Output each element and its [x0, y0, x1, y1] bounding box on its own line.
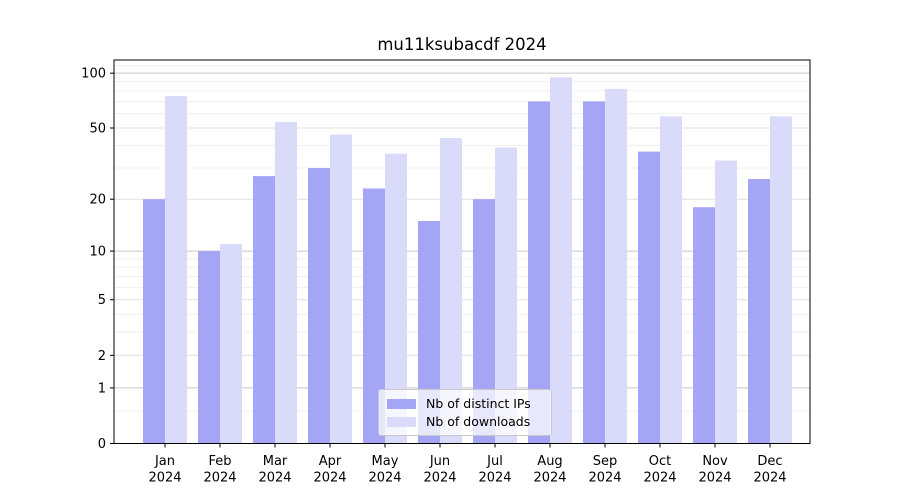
x-tick-label-year: 2024 — [753, 471, 786, 486]
bar-downloads-nov — [715, 160, 737, 444]
bar-downloads-dec — [770, 116, 792, 444]
bar-ips-may — [363, 188, 385, 444]
x-tick-label-month: Dec — [757, 454, 782, 469]
y-tick-label: 2 — [98, 349, 106, 364]
x-tick-label-month: Nov — [702, 454, 728, 469]
bar-ips-dec — [748, 179, 770, 444]
y-tick-label: 10 — [89, 245, 106, 260]
bar-ips-sep — [583, 101, 605, 444]
plot-frame — [113, 59, 811, 444]
bar-downloads-jul — [495, 147, 517, 444]
bar-ips-oct — [638, 151, 660, 444]
bar-ips-jun — [418, 221, 440, 444]
bar-ips-feb — [198, 251, 220, 444]
x-tick-label-year: 2024 — [588, 471, 621, 486]
bar-downloads-sep — [605, 88, 627, 444]
bar-ips-mar — [253, 176, 275, 444]
bar-downloads-apr — [330, 134, 352, 444]
x-tick-label-month: Oct — [649, 454, 671, 469]
legend-item-downloads: Nb of downloads — [387, 413, 543, 431]
legend-swatch-downloads — [387, 417, 416, 427]
x-tick-label-year: 2024 — [203, 471, 236, 486]
bar-downloads-feb — [220, 244, 242, 444]
x-tick-label-year: 2024 — [148, 471, 181, 486]
x-tick-label-month: May — [372, 454, 399, 469]
y-tick-label: 50 — [89, 121, 106, 136]
bar-ips-aug — [528, 101, 550, 444]
bar-ips-apr — [308, 167, 330, 444]
x-tick-label-month: Jan — [154, 454, 175, 469]
bar-downloads-oct — [660, 116, 682, 444]
bar-ips-jan — [143, 199, 165, 444]
legend-item-distinct-ips: Nb of distinct IPs — [387, 395, 543, 413]
x-tick-label-month: Sep — [593, 454, 618, 469]
legend-label-downloads: Nb of downloads — [426, 414, 531, 429]
legend-label-distinct-ips: Nb of distinct IPs — [426, 396, 531, 411]
bar-downloads-may — [385, 153, 407, 444]
chart-title: mu11ksubacdf 2024 — [377, 35, 547, 54]
y-tick-label: 20 — [89, 193, 106, 208]
x-tick-label-month: Jul — [486, 454, 503, 469]
x-tick-label-month: Jun — [429, 454, 450, 469]
x-tick-label-year: 2024 — [533, 471, 566, 486]
bar-ips-jul — [473, 199, 495, 444]
bar-downloads-mar — [275, 121, 297, 444]
x-tick-label-month: Aug — [537, 454, 562, 469]
legend-swatch-distinct-ips — [387, 399, 416, 409]
y-tick-label: 0 — [98, 437, 106, 452]
y-tick-label: 1 — [98, 381, 106, 396]
bar-downloads-jan — [165, 95, 187, 444]
x-tick-label-year: 2024 — [478, 471, 511, 486]
y-tick-label: 100 — [81, 67, 106, 82]
x-tick-label-year: 2024 — [258, 471, 291, 486]
x-tick-label-year: 2024 — [698, 471, 731, 486]
legend: Nb of distinct IPs Nb of downloads — [378, 389, 552, 436]
x-tick-label-year: 2024 — [368, 471, 401, 486]
x-tick-label-month: Apr — [319, 454, 342, 469]
bar-downloads-aug — [550, 77, 572, 444]
x-tick-label-year: 2024 — [313, 471, 346, 486]
y-tick-label: 5 — [98, 293, 106, 308]
bar-ips-nov — [693, 207, 715, 444]
x-tick-label-year: 2024 — [643, 471, 676, 486]
x-tick-label-year: 2024 — [423, 471, 456, 486]
x-tick-label-month: Mar — [263, 454, 288, 469]
bar-downloads-jun — [440, 138, 462, 444]
x-tick-label-month: Feb — [208, 454, 231, 469]
